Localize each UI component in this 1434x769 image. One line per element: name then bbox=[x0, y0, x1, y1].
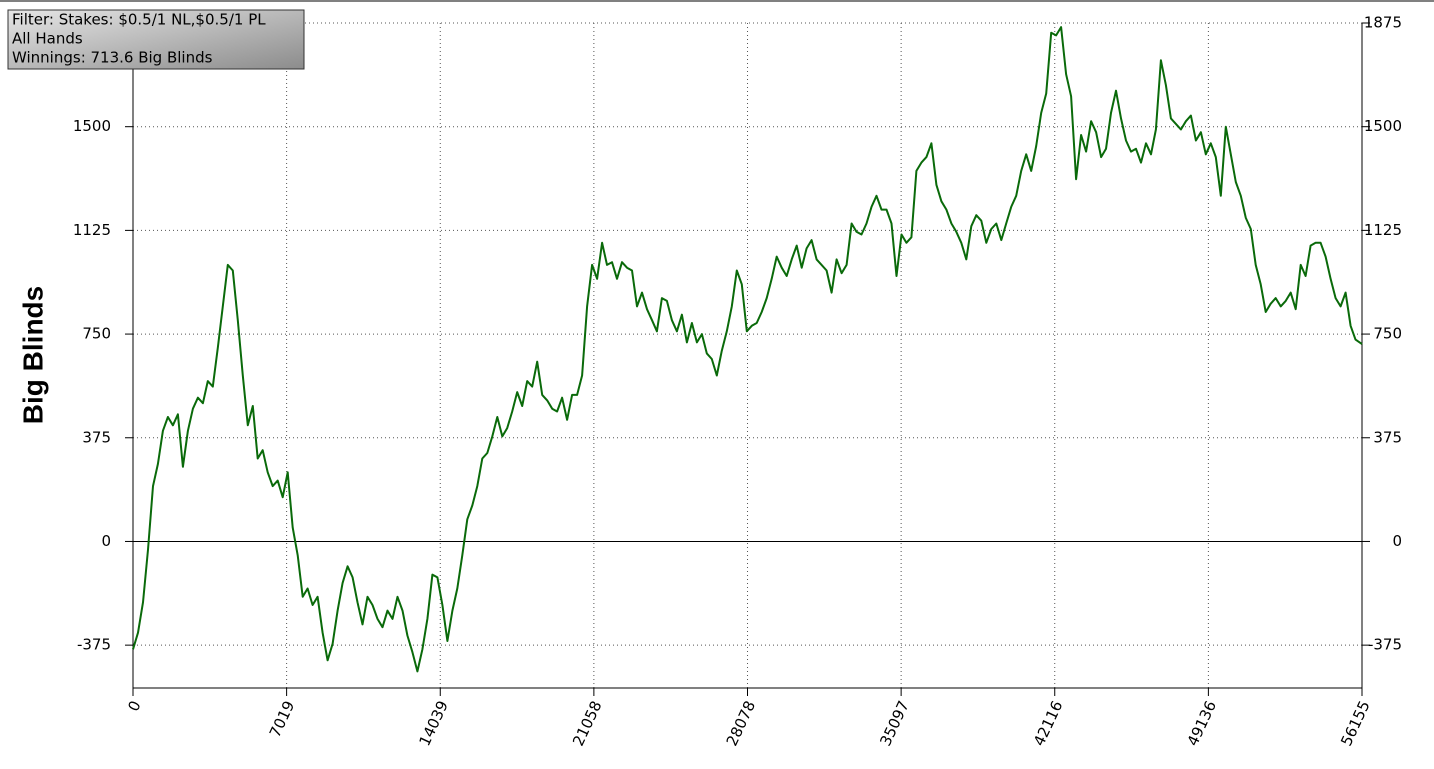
y2-tick-label: 375 bbox=[1373, 428, 1402, 446]
x-tick-label: 14039 bbox=[415, 698, 451, 749]
y2-tick-label: 1875 bbox=[1364, 14, 1402, 32]
y-tick-label: 750 bbox=[82, 325, 111, 343]
x-tick-label: 21058 bbox=[569, 698, 605, 749]
x-tick-label: 28078 bbox=[723, 698, 759, 749]
y2-tick-label: 750 bbox=[1373, 325, 1402, 343]
winnings-line bbox=[132, 26, 1363, 673]
x-tick-label: 42116 bbox=[1030, 698, 1066, 749]
annotation-text: All Hands bbox=[12, 30, 83, 48]
x-tick-label: 7019 bbox=[266, 698, 298, 740]
y-tick-label: 1125 bbox=[73, 221, 111, 239]
y2-tick-label: 0 bbox=[1392, 532, 1402, 550]
x-tick-label: 35097 bbox=[876, 698, 912, 749]
x-tick-label: 49136 bbox=[1184, 698, 1220, 749]
annotation-box bbox=[7, 9, 305, 70]
y2-tick-label: -375 bbox=[1368, 636, 1402, 654]
y-tick-label: 1500 bbox=[73, 117, 111, 135]
y-tick-label: 0 bbox=[101, 532, 111, 550]
annotation-text: Filter: Stakes: $0.5/1 NL,$0.5/1 PL bbox=[12, 11, 266, 29]
y-tick-label: 375 bbox=[82, 428, 111, 446]
x-tick-label: 56155 bbox=[1337, 698, 1373, 749]
annotation-text: Winnings: 713.6 Big Blinds bbox=[12, 49, 213, 67]
y2-tick-label: 1125 bbox=[1364, 221, 1402, 239]
y-axis-label: Big Blinds bbox=[17, 286, 48, 424]
y2-tick-label: 1500 bbox=[1364, 117, 1402, 135]
x-tick-label: 0 bbox=[124, 698, 144, 714]
y-tick-label: -375 bbox=[77, 636, 111, 654]
